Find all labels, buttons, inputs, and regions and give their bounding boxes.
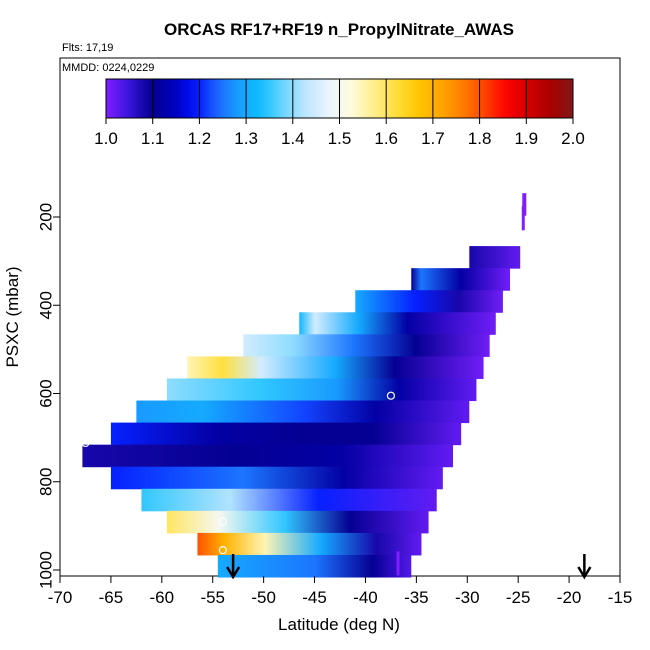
colorbar-tick-label: 1.9 bbox=[514, 129, 538, 148]
heatmap-row bbox=[355, 290, 503, 313]
heatmap-row bbox=[299, 312, 496, 335]
colorbar-tick-label: 1.8 bbox=[468, 129, 492, 148]
x-tick-label: -50 bbox=[251, 588, 276, 607]
heatmap-row bbox=[522, 193, 527, 216]
heatmap-row bbox=[110, 466, 443, 490]
dates-label: MMDD: 0224,0229 bbox=[62, 62, 154, 74]
heatmap-row bbox=[166, 378, 477, 402]
x-tick-label: -35 bbox=[404, 588, 429, 607]
sample-circle bbox=[81, 438, 90, 448]
colorbar-tick-label: 1.4 bbox=[281, 129, 305, 148]
heatmap-row bbox=[243, 334, 490, 357]
y-tick-label: 400 bbox=[37, 291, 56, 319]
heatmap-row bbox=[197, 532, 422, 556]
sample-circle bbox=[218, 546, 228, 555]
y-tick-label: 800 bbox=[37, 468, 56, 496]
sample-circle bbox=[218, 517, 228, 526]
axes: -70 -65 -60 -55 -50 -45 -40 -35 -30 -25 -20 -15 200 4… bbox=[37, 203, 633, 607]
colorbar-tick-label: 1.2 bbox=[188, 129, 212, 148]
y-axis-label: PSXC (mbar) bbox=[3, 266, 22, 367]
heatmap-row bbox=[110, 422, 462, 446]
x-axis-label: Latitude (deg N) bbox=[278, 615, 400, 634]
y-tick-label: 1000 bbox=[37, 551, 56, 589]
y-tick-label: 200 bbox=[37, 203, 56, 231]
data-marker bbox=[396, 551, 400, 576]
colorbar-tick-label: 1.1 bbox=[141, 129, 165, 148]
sample-circle bbox=[203, 347, 212, 356]
x-tick-label: -70 bbox=[48, 588, 73, 607]
heatmap-rows bbox=[82, 193, 527, 578]
x-tick-label: -30 bbox=[455, 588, 480, 607]
colorbar: 1.0 1.1 1.2 1.3 1.4 1.5 1.6 1.7 1.8 1.9 2.0 bbox=[94, 78, 585, 148]
heatmap-row bbox=[217, 554, 412, 578]
colorbar-tick-label: 1.5 bbox=[328, 129, 352, 148]
flights-label: Flts: 17,19 bbox=[62, 42, 113, 54]
heatmap-row bbox=[82, 444, 454, 468]
x-tick-label: -15 bbox=[608, 588, 633, 607]
colorbar-tick-label: 2.0 bbox=[561, 129, 585, 148]
colorbar-tick-label: 1.3 bbox=[234, 129, 258, 148]
colorbar-tick-label: 1.0 bbox=[94, 129, 118, 148]
x-tick-label: -65 bbox=[99, 588, 124, 607]
heatmap-row bbox=[141, 488, 437, 512]
x-tick-label: -40 bbox=[353, 588, 378, 607]
arrow-head bbox=[226, 566, 241, 580]
sample-circle bbox=[386, 391, 396, 400]
x-tick-label: -55 bbox=[200, 588, 225, 607]
y-tick-label: 600 bbox=[37, 379, 56, 407]
heatmap-row bbox=[166, 510, 429, 534]
x-tick-label: -20 bbox=[557, 588, 582, 607]
heatmap-row bbox=[411, 268, 511, 291]
overlay-markers bbox=[81, 206, 592, 580]
heatmap-row bbox=[136, 400, 470, 424]
heatmap-row bbox=[469, 246, 521, 269]
colorbar-tick-label: 1.6 bbox=[374, 129, 398, 148]
x-tick-label: -60 bbox=[150, 588, 175, 607]
x-tick-label: -25 bbox=[506, 588, 531, 607]
heatmap-row bbox=[187, 356, 484, 379]
arrow-head bbox=[577, 566, 592, 580]
chart-title: ORCAS RF17+RF19 n_PropylNitrate_AWAS bbox=[164, 20, 514, 39]
x-tick-label: -45 bbox=[302, 588, 327, 607]
colorbar-tick-label: 1.7 bbox=[421, 129, 445, 148]
data-marker bbox=[521, 206, 525, 231]
